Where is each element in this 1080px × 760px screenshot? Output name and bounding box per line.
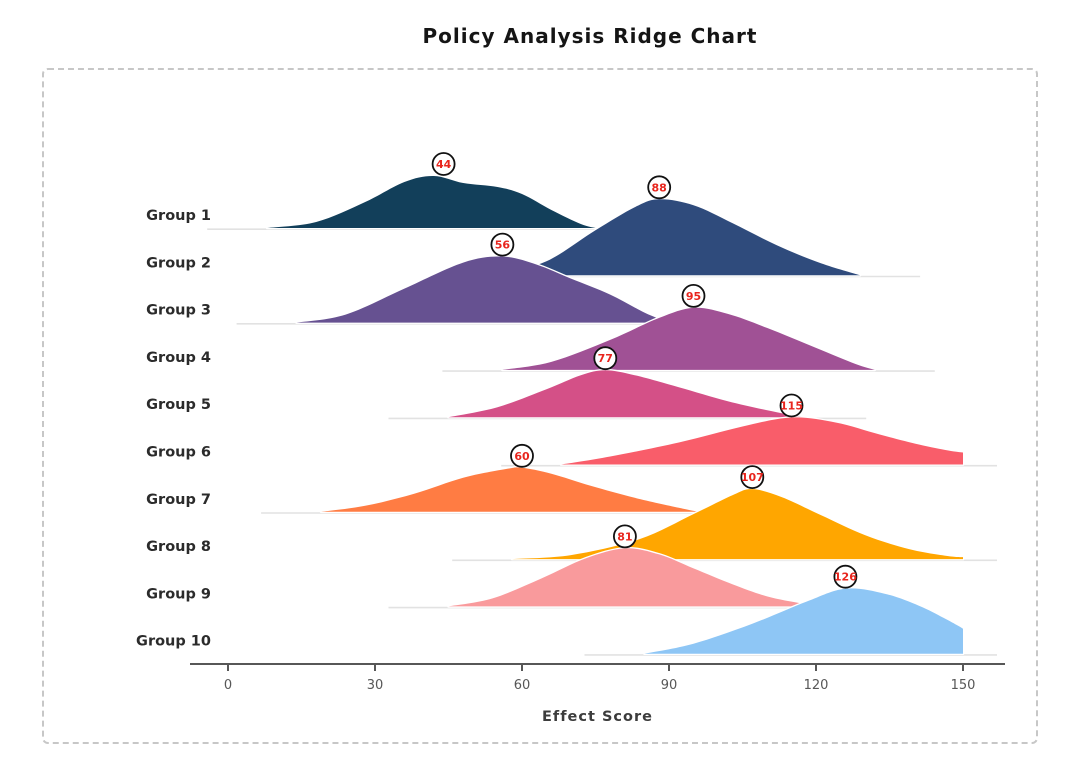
peak-annotation-circle <box>431 152 456 176</box>
peak-annotation-value: 44 <box>436 158 452 171</box>
peak-annotation-value: 115 <box>780 399 803 412</box>
ridge-group-9 <box>447 547 823 608</box>
chart-frame-border <box>42 68 1038 744</box>
group-label: Group 5 <box>146 397 211 413</box>
peak-annotation-value: 95 <box>686 290 701 303</box>
peak-annotation-circle <box>490 232 515 257</box>
ridge-group-1 <box>265 174 597 230</box>
peak-annotation-circle <box>833 564 858 589</box>
ridge-group-2 <box>496 197 862 277</box>
x-tick-label: 0 <box>224 678 232 693</box>
peak-annotation-circle <box>593 346 618 371</box>
group-label: Group 1 <box>146 208 211 224</box>
x-tick-label: 60 <box>514 678 531 693</box>
x-tick-label: 120 <box>804 678 829 693</box>
x-tick-label: 30 <box>367 678 384 693</box>
peak-annotation-value: 77 <box>598 352 613 365</box>
peak-annotation-circle <box>681 283 706 308</box>
group-label: Group 3 <box>146 303 211 319</box>
group-label: Group 7 <box>146 492 211 508</box>
peak-annotation-circle <box>510 443 534 468</box>
peak-annotation-value: 126 <box>834 571 857 584</box>
peak-annotation-value: 88 <box>652 181 667 194</box>
peak-annotation-circle <box>647 175 672 200</box>
peak-annotation-value: 107 <box>741 471 764 484</box>
group-label: Group 9 <box>146 586 211 602</box>
group-label: Group 6 <box>146 445 211 461</box>
group-label: Group 8 <box>146 539 211 555</box>
x-axis-title: Effect Score <box>542 709 653 725</box>
group-label: Group 2 <box>146 255 211 271</box>
peak-annotation-circle <box>740 465 765 490</box>
chart-title: Policy Analysis Ridge Chart <box>422 24 758 48</box>
ridge-group-6 <box>559 416 965 466</box>
peak-annotation-value: 60 <box>514 450 530 463</box>
x-tick-label: 90 <box>661 678 678 693</box>
peak-annotation-value: 56 <box>495 239 511 252</box>
group-label: Group 10 <box>136 634 211 650</box>
ridge-group-5 <box>447 368 808 419</box>
peak-annotation-circle <box>779 393 804 418</box>
ridge-group-10 <box>643 587 965 655</box>
peak-annotation-value: 81 <box>617 530 632 543</box>
x-tick-label: 150 <box>951 678 976 693</box>
peak-annotation-circle <box>613 524 637 549</box>
ridge-group-3 <box>295 255 671 324</box>
ridge-group-7 <box>319 466 700 514</box>
group-label: Group 4 <box>146 350 211 366</box>
